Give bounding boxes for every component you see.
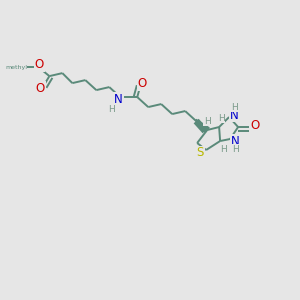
Text: O: O	[138, 76, 147, 90]
Text: N: N	[230, 109, 239, 122]
Text: S: S	[196, 146, 204, 160]
Text: H: H	[218, 113, 224, 122]
Text: H: H	[108, 105, 115, 114]
Text: H: H	[232, 145, 238, 154]
Text: H: H	[231, 103, 238, 112]
Text: H: H	[204, 116, 211, 125]
Text: O: O	[36, 82, 45, 94]
Text: N: N	[231, 134, 239, 148]
Polygon shape	[196, 120, 209, 132]
Text: H: H	[220, 146, 226, 154]
Text: N: N	[114, 93, 123, 106]
Text: O: O	[35, 58, 44, 70]
Text: methyl: methyl	[5, 64, 27, 70]
Text: O: O	[250, 118, 260, 131]
